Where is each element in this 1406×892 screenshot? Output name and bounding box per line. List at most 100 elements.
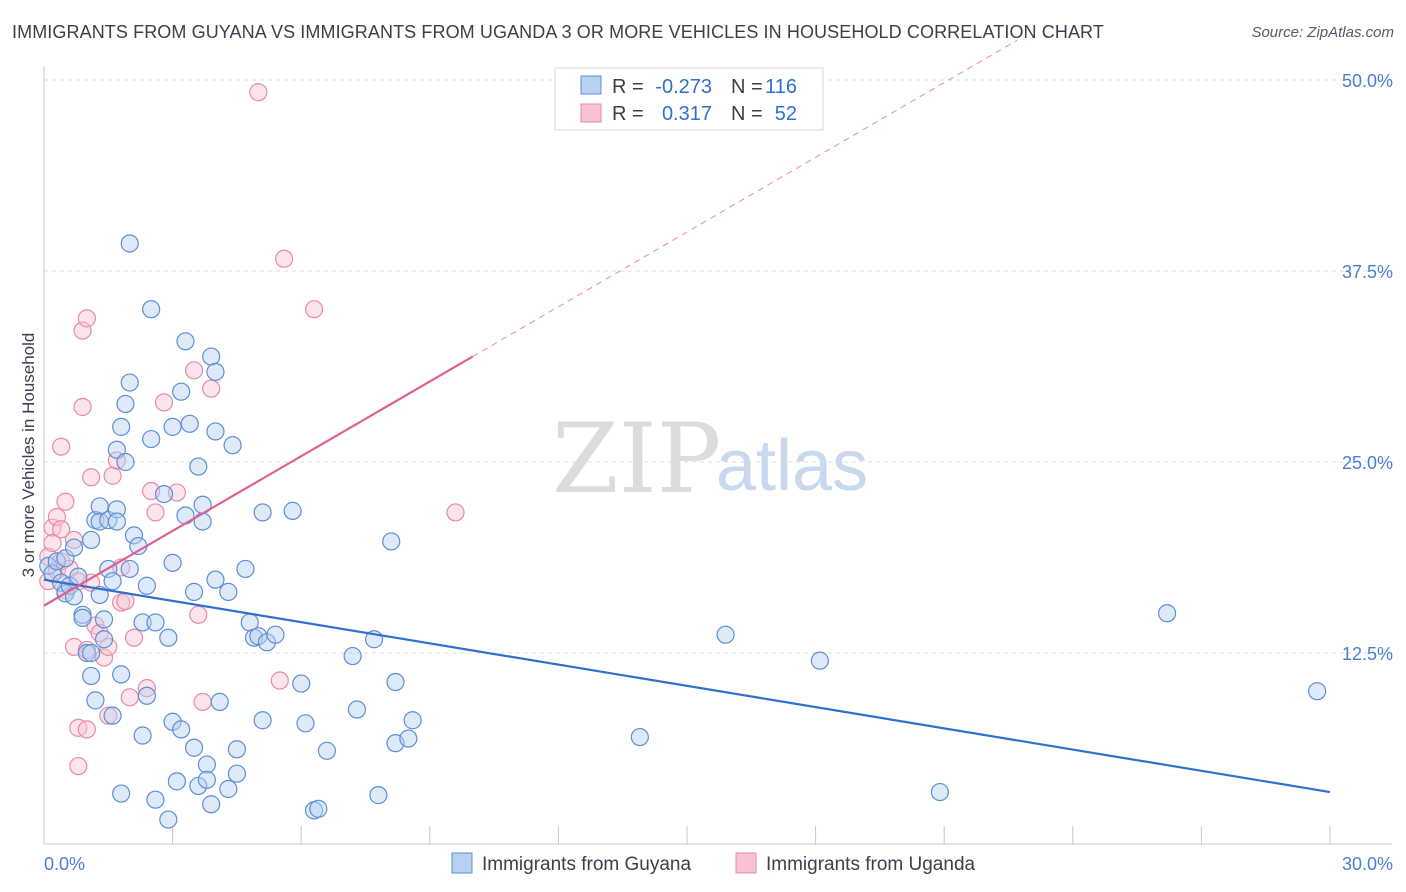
legend-swatch-guyana [580, 75, 602, 95]
gridlines [44, 79, 1392, 654]
bottom-legend-swatch-guyana [451, 852, 473, 874]
guyana-point-87 [283, 501, 302, 520]
guyana-point-65 [193, 512, 212, 531]
guyana-point-66 [197, 755, 216, 774]
guyana-point-101 [403, 711, 422, 730]
guyana-point-32 [112, 784, 131, 803]
guyana-point-40 [133, 726, 152, 745]
guyana-point-104 [810, 651, 829, 670]
guyana-point-38 [124, 526, 144, 545]
uganda-point-34 [120, 688, 139, 707]
guyana-trend-line [43, 578, 1331, 794]
uganda-point-43 [193, 692, 212, 711]
uganda-point-29 [103, 466, 122, 485]
uganda-point-48 [304, 300, 324, 319]
guyana-point-75 [219, 779, 238, 799]
uganda-point-44 [202, 379, 221, 398]
uganda-trend-extension [472, 39, 1018, 358]
guyana-point-94 [347, 700, 367, 719]
guyana-point-69 [202, 347, 221, 366]
uganda-point-38 [146, 503, 165, 522]
guyana-point-26 [103, 572, 122, 591]
guyana-point-44 [142, 300, 161, 319]
x-ticks [172, 826, 1331, 844]
guyana-point-57 [176, 332, 195, 351]
y-axis-label: 3 or more Vehicles in Household [19, 333, 38, 578]
guyana-point-35 [120, 373, 139, 392]
guyana-point-37 [120, 559, 139, 579]
axes [43, 66, 1392, 845]
guyana-point-50 [159, 810, 178, 829]
guyana-point-55 [172, 382, 191, 401]
uganda-point-35 [124, 628, 144, 647]
uganda-point-49 [446, 503, 465, 522]
guyana-point-53 [163, 417, 182, 436]
guyana-point-70 [206, 362, 225, 381]
guyana-point-48 [154, 484, 174, 504]
x-tick-label-max: 30.0% [1342, 854, 1393, 874]
guyana-point-107 [1308, 682, 1327, 701]
source-credit: Source: ZipAtlas.com [1251, 24, 1394, 41]
series-legend: Immigrants from Guyana Immigrants from U… [451, 852, 976, 875]
guyana-point-33 [116, 452, 135, 472]
guyana-point-54 [167, 772, 186, 791]
guyana-point-13 [82, 643, 101, 663]
guyana-point-74 [219, 582, 238, 601]
guyana-point-58 [176, 506, 195, 525]
guyana-point-7 [64, 538, 84, 557]
uganda-point-46 [270, 671, 289, 690]
uganda-point-41 [184, 361, 204, 380]
guyana-point-34 [116, 394, 135, 414]
guyana-point-22 [94, 630, 114, 649]
guyana-point-93 [343, 646, 362, 666]
guyana-point-91 [309, 799, 328, 818]
guyana-point-52 [163, 553, 182, 572]
guyana-point-36 [120, 234, 139, 253]
guyana-point-28 [107, 512, 126, 531]
guyana-point-68 [202, 795, 221, 814]
guyana-point-59 [180, 414, 199, 433]
x-tick-label-min: 0.0% [44, 854, 85, 874]
guyana-point-98 [386, 672, 405, 692]
guyana-point-18 [90, 497, 109, 516]
uganda-point-39 [154, 393, 174, 412]
guyana-point-42 [137, 576, 156, 595]
guyana-point-89 [296, 714, 315, 733]
watermark-atlas: atlas [716, 426, 868, 506]
guyana-point-60 [184, 582, 204, 601]
legend-guyana-r-value: -0.273 [655, 76, 712, 98]
guyana-point-78 [227, 740, 246, 759]
legend-swatch-uganda [580, 103, 602, 123]
guyana-point-106 [1158, 604, 1177, 623]
guyana-point-47 [146, 790, 165, 809]
guyana-point-105 [930, 782, 950, 802]
guyana-point-76 [223, 436, 242, 455]
legend-guyana-n-label: N = [731, 76, 763, 98]
uganda-point-3 [43, 533, 62, 553]
y-tick-label-3: 50.0% [1342, 71, 1393, 91]
y-tick-label-1: 25.0% [1342, 453, 1393, 473]
guyana-point-96 [369, 786, 388, 805]
uganda-point-8 [52, 437, 71, 456]
y-tick-label-2: 37.5% [1342, 262, 1393, 282]
bottom-legend-swatch-uganda [735, 852, 757, 874]
legend-guyana-r-label: R = [612, 76, 644, 98]
uganda-point-15 [69, 756, 88, 776]
guyana-point-100 [399, 729, 418, 748]
guyana-point-45 [142, 429, 161, 449]
guyana-point-49 [159, 628, 178, 647]
uganda-point-6 [52, 520, 71, 539]
legend-uganda-r-label: R = [612, 103, 644, 125]
guyana-point-15 [82, 666, 101, 686]
correlation-legend: R = -0.273 N = 116 R = 0.317 N = 52 [554, 67, 824, 131]
guyana-point-79 [236, 559, 255, 579]
uganda-point-10 [56, 492, 75, 511]
uganda-point-21 [77, 720, 96, 739]
watermark-zip: ZIP [552, 403, 721, 515]
bottom-legend-label-guyana: Immigrants from Guyana [482, 854, 691, 875]
guyana-point-17 [86, 691, 105, 710]
guyana-point-46 [146, 613, 165, 632]
legend-uganda-n-label: N = [731, 103, 763, 125]
guyana-point-67 [197, 770, 216, 789]
y-tick-labels: 12.5% 25.0% 37.5% 50.0% [1342, 71, 1393, 664]
